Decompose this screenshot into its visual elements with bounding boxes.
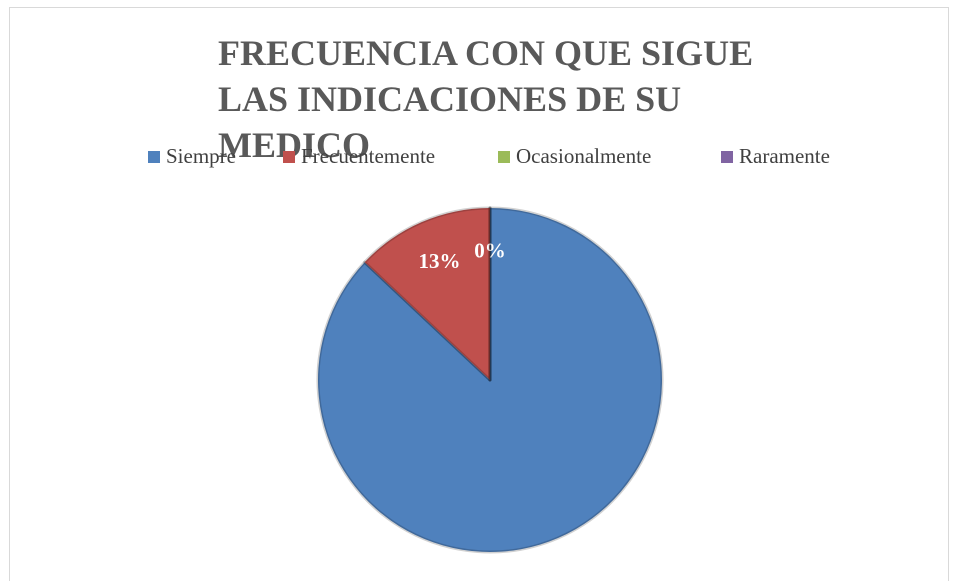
chart-frame bbox=[9, 7, 949, 581]
legend-label: Siempre bbox=[166, 144, 236, 168]
legend-swatch bbox=[721, 151, 733, 163]
pie-slice bbox=[363, 206, 492, 382]
data-label: 0% bbox=[474, 239, 506, 263]
legend-swatch bbox=[283, 151, 295, 163]
legend-label: Frecuentemente bbox=[301, 144, 435, 168]
legend-label: Ocasionalmente bbox=[516, 144, 651, 168]
data-label: 13% bbox=[418, 249, 460, 273]
legend-swatch bbox=[498, 151, 510, 163]
legend-swatch bbox=[148, 151, 160, 163]
pie-slice bbox=[316, 206, 664, 554]
chart-title: FRECUENCIA CON QUE SIGUE LAS INDICACIONE… bbox=[218, 33, 754, 165]
legend-label: Raramente bbox=[739, 144, 830, 168]
